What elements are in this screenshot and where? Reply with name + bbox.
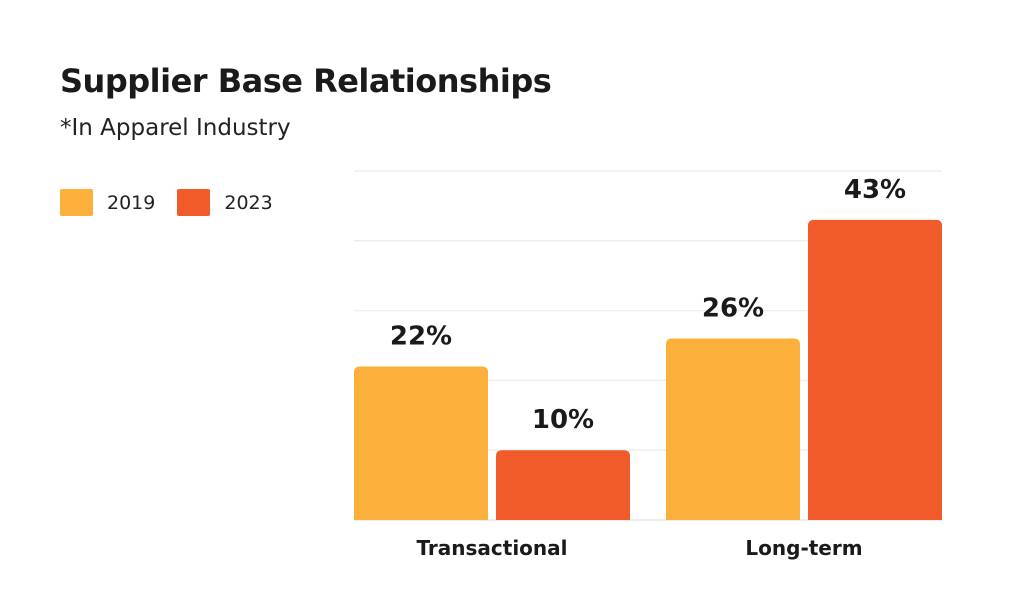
- category-label-transactional: Transactional: [416, 536, 567, 560]
- legend-swatch-2019: [60, 189, 93, 216]
- legend-item-2023: 2023: [177, 189, 273, 216]
- chart-title: Supplier Base Relationships: [60, 62, 552, 100]
- legend: 2019 2023: [60, 189, 295, 216]
- bar-2019-transactional: [354, 366, 488, 520]
- data-label-2023-long-term: 43%: [844, 175, 906, 205]
- legend-label-2019: 2019: [107, 191, 156, 214]
- legend-item-2019: 2019: [60, 189, 155, 216]
- bar-2023-long-term: [808, 219, 942, 521]
- legend-label-2023: 2023: [224, 191, 273, 214]
- bar-2023-transactional: [496, 450, 630, 520]
- bar-2019-long-term: [666, 338, 800, 520]
- data-label-2023-transactional: 10%: [532, 405, 594, 435]
- data-label-2019-long-term: 26%: [702, 294, 764, 324]
- data-label-2019-transactional: 22%: [390, 321, 452, 351]
- bar-group-transactional: 22% 10% Transactional: [354, 321, 630, 560]
- chart-subtitle: *In Apparel Industry: [60, 115, 291, 141]
- legend-swatch-2023: [177, 189, 211, 216]
- bar-group-long-term: 26% 43% Long-term: [666, 175, 942, 560]
- category-label-long-term: Long-term: [745, 536, 862, 560]
